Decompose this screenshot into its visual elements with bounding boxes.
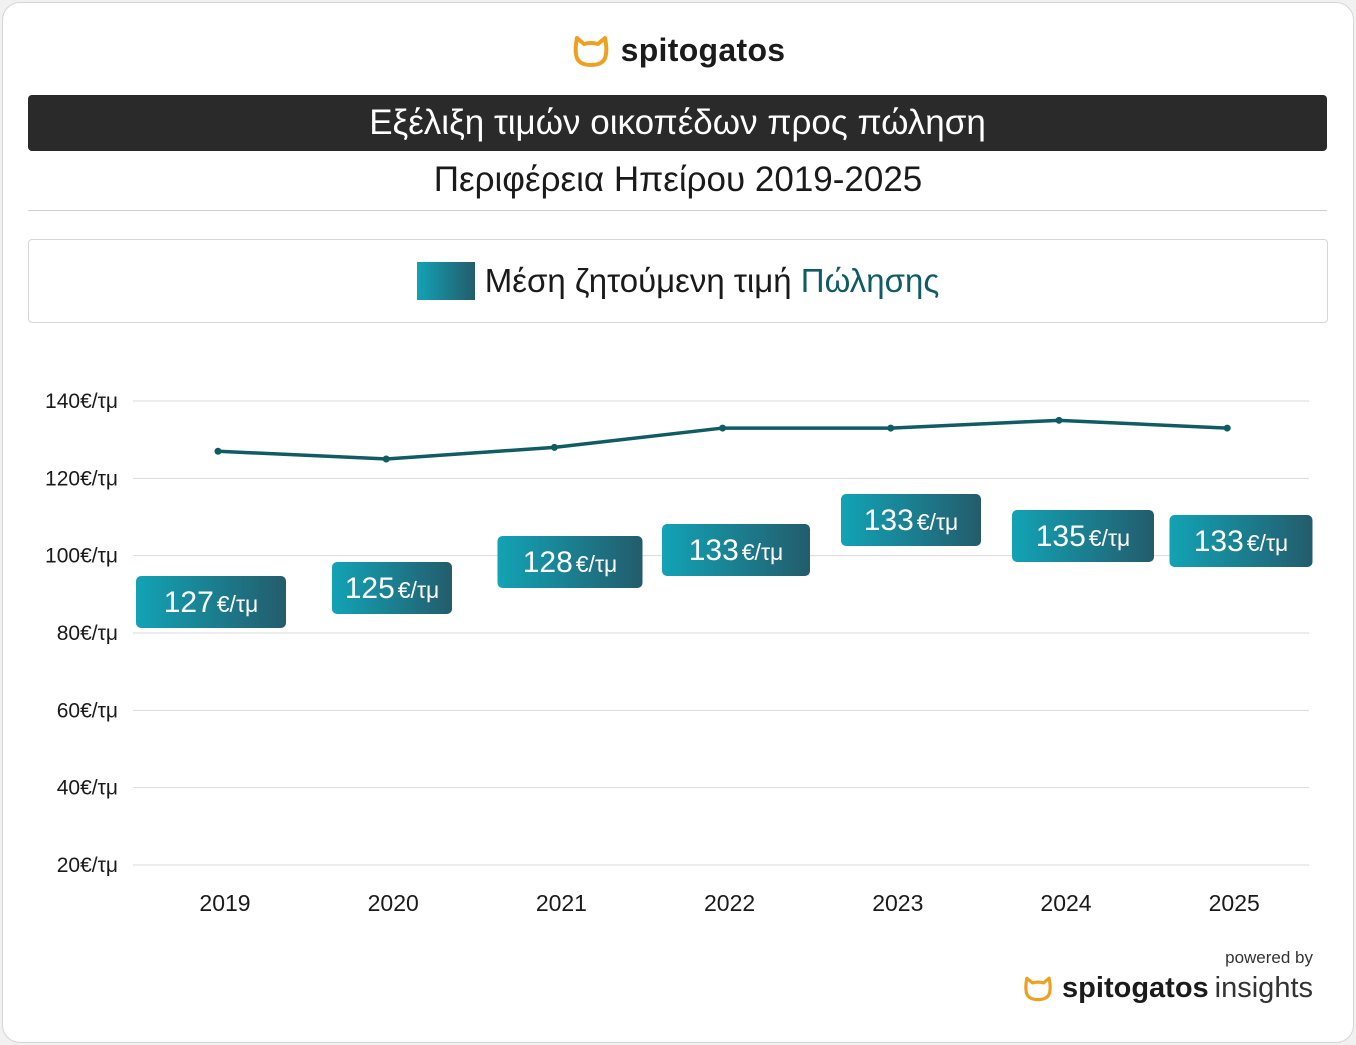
brand-name: spitogatos	[620, 32, 786, 68]
cat-head-icon	[573, 35, 608, 67]
data-label: 133 €/τμ	[841, 494, 981, 546]
x-tick-label: 2023	[872, 890, 923, 916]
legend-swatch	[416, 262, 475, 300]
x-tick-label: 2024	[1040, 890, 1091, 916]
y-tick-label: 100€/τμ	[45, 545, 118, 568]
powered-by: powered by	[1225, 948, 1313, 967]
data-label-box	[497, 536, 643, 588]
chart-subtitle: Περιφέρεια Ηπείρου 2019-2025	[433, 160, 923, 199]
data-label-box	[841, 494, 981, 546]
legend-text: Μέση ζητούμενη τιμή	[484, 262, 792, 299]
data-label-box	[1169, 515, 1313, 567]
data-point	[719, 424, 727, 432]
x-tick-label: 2025	[1209, 890, 1260, 916]
cat-head-icon	[1024, 976, 1052, 1002]
chart-title: Εξέλιξη τιμών οικοπέδων προς πώληση	[28, 95, 1327, 151]
footer-product: insights	[1214, 972, 1313, 1004]
data-label-text: 133 €/τμ	[1194, 525, 1289, 558]
y-tick-label: 120€/τμ	[45, 467, 118, 490]
y-tick-label: 80€/τμ	[57, 622, 118, 645]
data-label: 133 €/τμ	[1169, 515, 1313, 567]
data-label-text: 125 €/τμ	[345, 572, 440, 605]
data-label: 128 €/τμ	[497, 536, 643, 588]
data-label-box	[1012, 510, 1154, 562]
data-label-text: 133 €/τμ	[689, 534, 784, 567]
data-point	[1223, 424, 1231, 432]
legend-label: Μέση ζητούμενη τιμή Πώλησης	[485, 262, 939, 300]
legend-accent: Πώλησης	[800, 262, 940, 299]
series-points	[214, 416, 1231, 463]
data-point	[1055, 416, 1063, 424]
x-axis: 2019 2020 2021 2022 2023 2024 2025	[199, 890, 1259, 916]
y-tick-label: 60€/τμ	[57, 699, 118, 722]
data-label-box	[136, 576, 286, 628]
data-label: 133 €/τμ	[662, 524, 810, 576]
data-label-text: 133 €/τμ	[864, 504, 959, 537]
data-labels: 127 €/τμ 125 €/τμ 128 €/τμ 133 €/τμ 133 €/τμ 135 €/…	[136, 494, 1313, 628]
footer: powered by spitogatos insights	[1022, 948, 1313, 1005]
data-label: 125 €/τμ	[332, 562, 452, 614]
data-label-text: 128 €/τμ	[523, 546, 618, 579]
y-tick-label: 140€/τμ	[45, 390, 118, 413]
footer-brand: spitogatos insights	[1022, 972, 1313, 1005]
divider	[28, 210, 1327, 211]
data-point	[887, 424, 895, 432]
data-label: 127 €/τμ	[136, 576, 286, 628]
gridlines	[133, 400, 1309, 866]
y-tick-label: 40€/τμ	[57, 777, 118, 800]
data-point	[214, 447, 222, 455]
legend: Μέση ζητούμενη τιμή Πώλησης	[28, 239, 1328, 323]
data-point	[382, 455, 390, 463]
footer-brand-name: spitogatos	[1062, 972, 1209, 1004]
brand-header: spitogatos	[0, 32, 1356, 73]
x-tick-label: 2022	[704, 890, 755, 916]
data-label: 135 €/τμ	[1012, 510, 1154, 562]
data-label-text: 127 €/τμ	[164, 586, 259, 619]
x-tick-label: 2020	[368, 890, 419, 916]
y-axis: 20€/τμ 40€/τμ 60€/τμ 80€/τμ 100€/τμ 120€/τμ 14…	[45, 390, 118, 877]
y-tick-label: 20€/τμ	[57, 854, 118, 877]
data-point	[550, 443, 558, 451]
x-tick-label: 2021	[536, 890, 587, 916]
data-label-text: 135 €/τμ	[1036, 520, 1131, 553]
x-tick-label: 2019	[199, 890, 250, 916]
data-label-box	[662, 524, 810, 576]
data-label-box	[332, 562, 452, 614]
